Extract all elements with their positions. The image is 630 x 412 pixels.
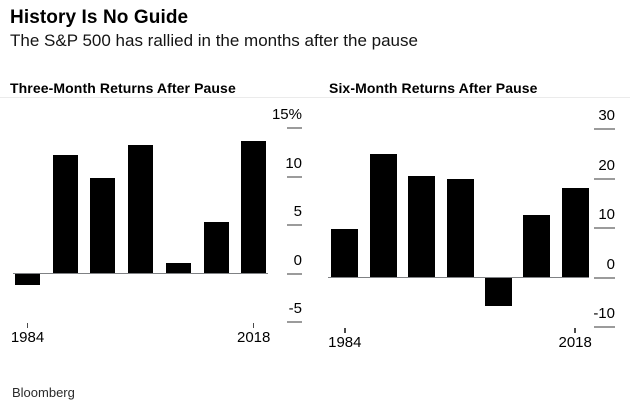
bar [15,273,40,286]
plot-area-three-month: 15% 10 5 0 -5 1984 2018 [0,74,315,374]
zero-baseline [328,276,589,279]
y-axis-label: 30 [598,107,615,125]
bar [128,144,154,274]
header-divider [0,97,630,98]
bar [523,215,551,278]
y-axis-label: 10 [285,154,302,172]
source-attribution: Bloomberg [12,385,75,400]
plot-area-six-month: 30 20 10 0 -10 1984 2018 [315,74,630,374]
x-axis-tick [344,327,346,333]
bar [165,262,191,274]
y-axis-tick [287,320,302,323]
y-axis-tick [594,227,615,230]
y-axis-tick [287,272,302,275]
chart-title-six-month: Six-Month Returns After Pause [329,80,538,96]
bar [90,177,116,274]
y-axis-tick [594,177,615,180]
x-axis-tick [574,327,576,333]
x-axis-label: 2018 [558,333,592,351]
chart-six-month-returns: Six-Month Returns After Pause 30 20 10 0 -10… [315,74,630,374]
bar [561,188,589,278]
y-axis-label: 0 [293,251,302,269]
bar [241,140,267,274]
bar [369,154,397,278]
y-axis-tick [287,175,302,178]
x-axis-tick [252,322,255,328]
chart-title-three-month: Three-Month Returns After Pause [10,80,236,96]
y-axis-label: -10 [593,304,615,322]
figure-subtitle: The S&P 500 has rallied in the months af… [10,31,418,50]
y-axis-label: 10 [598,206,615,224]
x-axis-label: 1984 [10,328,45,346]
bar [331,229,359,278]
y-axis-tick [287,127,302,130]
y-axis-label: 15% [271,106,302,124]
y-axis-tick [594,128,615,131]
x-axis-tick [26,322,29,328]
bar [446,178,474,278]
y-axis-label: 0 [606,255,615,273]
bar [52,155,78,274]
bar [484,277,512,306]
bar [203,222,229,274]
y-axis-tick [594,325,615,328]
x-axis-label: 2018 [237,328,271,346]
y-axis-tick [594,276,615,279]
y-axis-label: -5 [288,299,302,317]
zero-baseline [13,272,268,275]
chart-three-month-returns: Three-Month Returns After Pause 15% 10 5 0 -… [0,74,315,374]
figure-title: History Is No Guide [10,7,189,28]
y-axis-tick [287,224,302,227]
bar [408,175,436,278]
x-axis-label: 1984 [328,333,362,351]
y-axis-label: 5 [293,203,302,221]
y-axis-label: 20 [598,156,615,174]
